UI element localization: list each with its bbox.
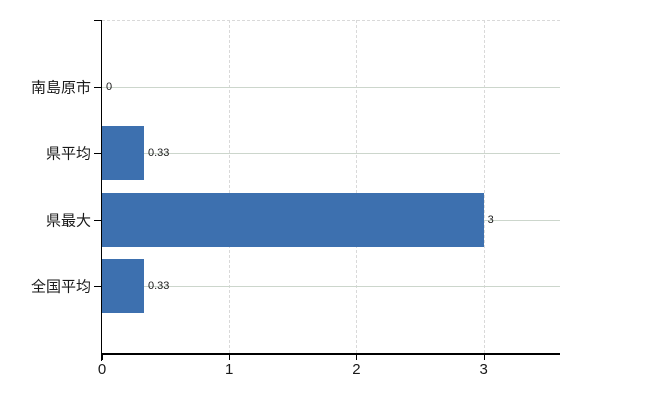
vertical-gridline (356, 20, 358, 353)
x-axis-tick (102, 353, 103, 360)
bar[interactable] (102, 259, 144, 314)
category-label: 県最大 (45, 212, 91, 230)
horizontal-gridline (102, 153, 560, 155)
vertical-gridline (229, 20, 231, 353)
bar[interactable] (102, 192, 484, 247)
bar-value-label: 3 (487, 213, 494, 226)
x-axis-tick (356, 353, 358, 360)
x-axis-tick (483, 353, 485, 360)
y-axis-tick (94, 86, 101, 88)
bar-value-label: 0.33 (147, 280, 170, 293)
x-axis-tick (229, 353, 231, 360)
bar[interactable] (102, 126, 144, 181)
y-axis-line (100, 20, 102, 361)
y-axis-tick (94, 219, 101, 221)
category-label: 南島原市 (30, 79, 91, 97)
y-axis-tick (94, 153, 101, 155)
category-label: 全国平均 (30, 278, 91, 296)
x-tick-label: 2 (352, 361, 361, 378)
bar-value-label: 0 (106, 80, 113, 93)
x-axis-line (100, 353, 560, 355)
y-axis-tick (94, 286, 101, 288)
category-label: 県平均 (45, 145, 91, 163)
bar-value-label: 0.33 (147, 147, 170, 160)
y-axis-tick (94, 20, 101, 21)
x-tick-label: 1 (225, 361, 234, 378)
x-tick-label: 0 (97, 361, 107, 378)
plot-top-border (102, 20, 560, 21)
x-tick-label: 3 (479, 361, 488, 378)
vertical-gridline (483, 20, 485, 353)
horizontal-gridline (102, 86, 560, 88)
horizontal-gridline (102, 286, 560, 288)
